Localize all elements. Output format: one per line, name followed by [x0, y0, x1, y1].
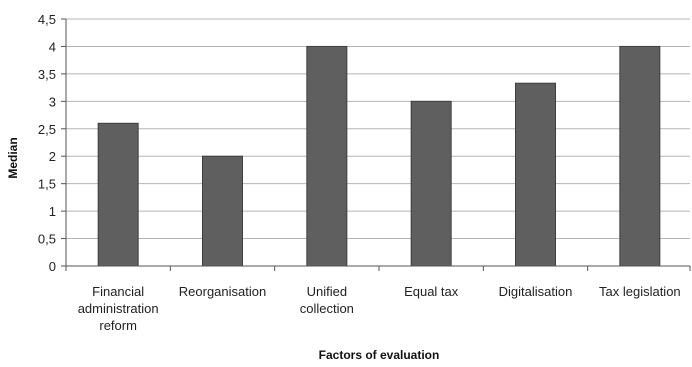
bar — [410, 100, 452, 267]
y-tick-label: 2,5 — [38, 122, 56, 137]
x-tick-label-line: collection — [300, 301, 354, 316]
bar — [515, 82, 556, 267]
x-axis: Financial administration reform Reorganisat… — [65, 265, 691, 333]
y-tick-label: 4 — [49, 39, 56, 54]
y-tick-label: 3 — [49, 94, 56, 109]
x-tick-label: Tax legislation — [599, 284, 681, 299]
x-tick-label-line: Reorganisation — [179, 284, 266, 299]
y-tick-label: 0 — [49, 259, 56, 274]
grid-lines — [66, 18, 690, 240]
x-tick-label: Unified collection — [300, 284, 354, 316]
x-tick-label-line: reform — [99, 318, 137, 333]
x-tick-label-line: administration — [78, 301, 159, 316]
bar — [306, 45, 348, 267]
x-tick-label-line: Financial — [92, 284, 144, 299]
x-tick-label: Financial administration reform — [78, 284, 159, 333]
x-tick-label-line: Tax legislation — [599, 284, 681, 299]
y-tick-label: 1,5 — [38, 177, 56, 192]
y-tick-label: 1 — [49, 204, 56, 219]
x-tick-label: Equal tax — [404, 284, 459, 299]
x-tick-label-line: Unified — [307, 284, 347, 299]
x-axis-title: Factors of evaluation — [319, 348, 440, 362]
x-tick-label-line: Digitalisation — [499, 284, 573, 299]
bar — [202, 155, 243, 267]
y-tick-label: 4,5 — [38, 12, 56, 27]
x-tick-label-line: Equal tax — [404, 284, 459, 299]
y-tick-label: 3,5 — [38, 67, 56, 82]
y-axis: 0 0,5 1 1,5 2 2,5 3 3,5 4 4,5 — [38, 12, 67, 274]
y-tick-label: 2 — [49, 149, 56, 164]
y-axis-title: Median — [6, 137, 20, 178]
y-tick-label: 0,5 — [38, 232, 56, 247]
bar — [619, 45, 661, 267]
x-tick-label: Reorganisation — [179, 284, 266, 299]
bar — [97, 122, 139, 267]
x-tick-label: Digitalisation — [499, 284, 573, 299]
bars — [97, 45, 661, 267]
